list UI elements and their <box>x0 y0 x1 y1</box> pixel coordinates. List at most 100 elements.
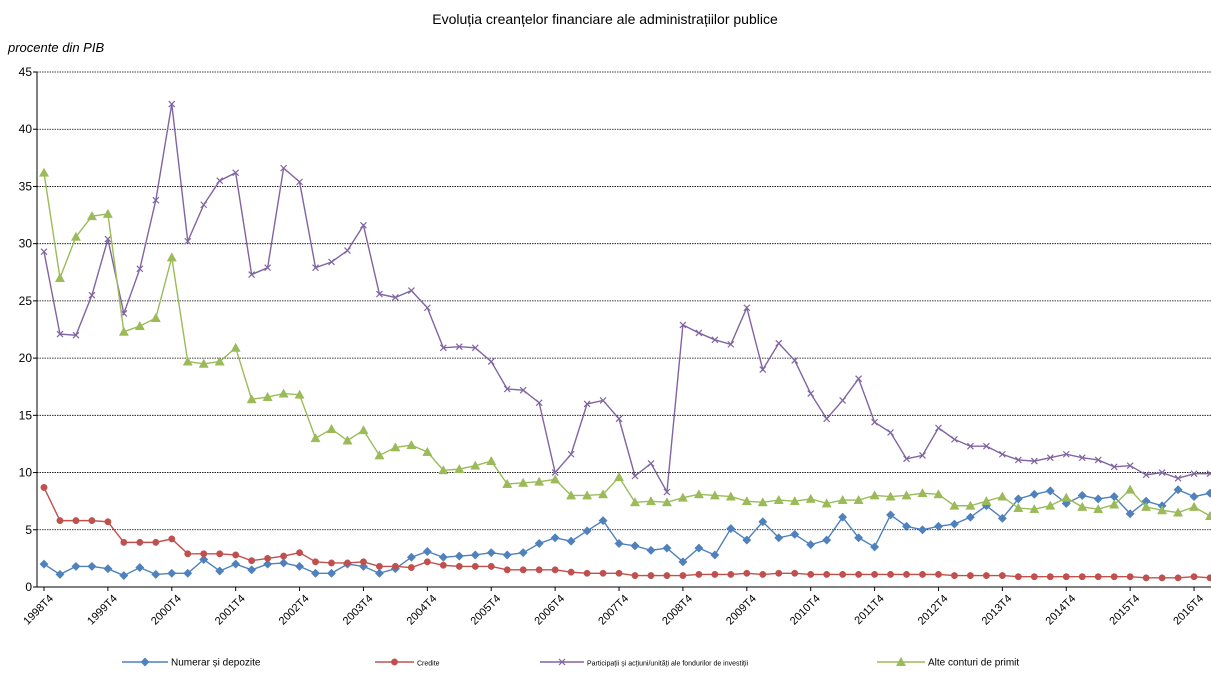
data-point <box>551 566 559 574</box>
x-marker-stroke <box>807 390 815 398</box>
x-marker-stroke <box>823 415 831 423</box>
data-point <box>711 570 719 578</box>
data-point <box>1142 471 1150 479</box>
series-line <box>43 488 1211 577</box>
data-point <box>104 518 112 526</box>
x-marker-stroke <box>1030 457 1038 465</box>
x-marker-stroke <box>775 339 783 347</box>
x-marker-stroke <box>136 265 144 273</box>
data-point <box>567 450 575 458</box>
data-point <box>358 561 369 571</box>
data-point <box>198 358 209 368</box>
x-tick-label: 2006T4 <box>532 593 567 628</box>
data-point <box>791 356 799 364</box>
data-point <box>374 568 384 578</box>
data-point <box>695 329 703 337</box>
data-point <box>1125 484 1136 494</box>
x-tick-label: 2014T4 <box>1044 593 1079 628</box>
data-point <box>550 474 561 484</box>
data-point <box>646 545 656 555</box>
data-point <box>358 425 369 435</box>
data-point <box>839 397 847 404</box>
x-marker-stroke <box>503 385 511 393</box>
data-point <box>550 533 560 543</box>
data-point <box>391 562 399 570</box>
data-point <box>152 538 160 546</box>
series-line <box>43 487 1211 579</box>
legend: Numerar și depozite Credite Participații ș… <box>122 656 1019 669</box>
data-point <box>535 566 543 574</box>
data-point <box>645 496 656 506</box>
data-point <box>679 572 687 580</box>
data-point <box>166 252 177 262</box>
data-point <box>1094 456 1102 464</box>
x-marker-stroke <box>104 235 112 243</box>
series-line <box>43 172 1211 517</box>
data-point <box>1046 454 1054 462</box>
y-tick-label: 10 <box>19 466 33 480</box>
data-point <box>1109 499 1120 509</box>
data-point <box>613 472 625 482</box>
data-point <box>919 570 926 578</box>
data-point <box>774 533 784 543</box>
data-point <box>102 208 113 218</box>
data-point <box>1125 509 1135 519</box>
data-point <box>534 538 544 549</box>
data-point <box>376 290 383 298</box>
x-marker-stroke <box>663 488 671 496</box>
data-point <box>567 568 575 576</box>
data-point <box>72 517 80 525</box>
data-point <box>679 321 687 329</box>
x-marker-stroke <box>344 247 351 254</box>
data-point <box>55 569 65 579</box>
x-marker-stroke <box>791 356 799 364</box>
data-point <box>966 442 974 450</box>
legend-marker <box>140 657 150 667</box>
x-marker-stroke <box>40 248 48 256</box>
x-marker-stroke <box>1014 456 1022 464</box>
data-point <box>853 494 864 504</box>
x-marker-stroke <box>232 169 240 177</box>
data-point <box>647 572 655 580</box>
data-point <box>407 287 415 295</box>
data-point <box>1078 454 1086 462</box>
data-point <box>1062 573 1070 581</box>
legend-item-2: Credite <box>375 658 440 668</box>
data-point <box>86 211 97 221</box>
x-marker-stroke <box>982 442 990 450</box>
x-marker-stroke <box>168 100 176 108</box>
data-point <box>709 490 720 500</box>
data-point <box>741 496 752 506</box>
data-point <box>103 564 113 574</box>
x-marker-stroke <box>248 271 256 278</box>
y-tick-label: 25 <box>19 294 33 308</box>
data-point <box>854 533 864 543</box>
data-point <box>439 561 447 569</box>
data-point <box>869 490 880 500</box>
data-point <box>135 562 145 573</box>
x-marker-stroke <box>376 290 383 298</box>
y-tick-label: 35 <box>19 179 33 193</box>
data-point <box>871 418 879 426</box>
data-point <box>823 570 831 578</box>
data-point <box>1030 573 1038 581</box>
data-point <box>216 550 224 558</box>
data-point <box>1077 490 1087 500</box>
x-marker-stroke <box>1190 470 1198 478</box>
data-point <box>326 568 337 578</box>
data-point <box>821 498 832 508</box>
x-marker-stroke <box>1174 474 1182 482</box>
data-point <box>390 442 401 452</box>
data-point <box>471 344 479 352</box>
data-point <box>743 304 751 312</box>
data-point <box>1141 501 1152 511</box>
data-point <box>118 326 129 336</box>
data-point <box>168 535 176 543</box>
x-marker-stroke <box>998 450 1006 458</box>
data-point <box>917 525 928 535</box>
x-tick-label: 2000T4 <box>149 593 184 628</box>
data-point <box>710 550 720 560</box>
data-point <box>805 493 816 503</box>
x-marker-stroke <box>935 424 942 432</box>
data-point <box>119 571 129 581</box>
